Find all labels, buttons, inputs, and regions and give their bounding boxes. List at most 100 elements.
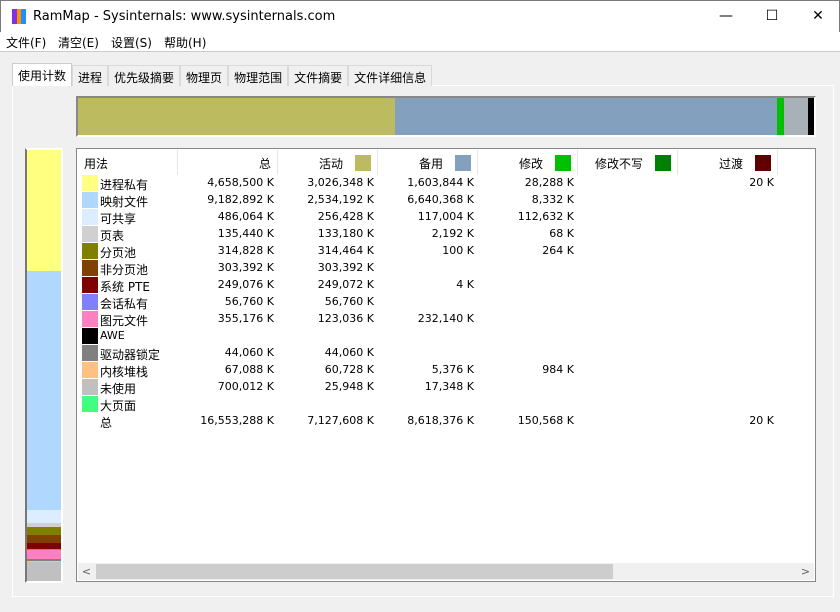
maximize-button[interactable]: ☐ <box>765 8 779 24</box>
table-row[interactable]: 未使用 700,012 K 25,948 K 17,348 K <box>77 379 817 396</box>
table-row[interactable]: 进程私有 4,658,500 K 3,026,348 K 1,603,844 K 28,… <box>77 175 817 192</box>
close-button[interactable]: ✕ <box>812 8 824 24</box>
color-swatch <box>82 243 98 259</box>
scroll-thumb[interactable] <box>96 564 613 579</box>
table-cell: 133,180 K <box>317 227 374 240</box>
row-label: 驱动器锁定 <box>100 348 161 362</box>
color-swatch <box>455 155 471 171</box>
table-cell: 249,072 K <box>317 278 374 291</box>
table-row[interactable]: 内核堆栈 67,088 K 60,728 K 5,376 K 984 K <box>77 362 817 379</box>
table-cell: 700,012 K <box>217 380 274 393</box>
bar-segment <box>27 534 61 543</box>
table-cell: 9,182,892 K <box>207 193 274 206</box>
bar-segment <box>27 150 61 272</box>
bar-segment <box>27 510 61 524</box>
table-cell: 3,026,348 K <box>307 176 374 189</box>
tab-file-summary[interactable]: 文件摘要 <box>288 65 349 86</box>
color-swatch <box>82 209 98 225</box>
minimize-button[interactable]: — <box>719 8 733 24</box>
table-cell: 249,076 K <box>217 278 274 291</box>
table-cell: 17,348 K <box>424 380 474 393</box>
color-swatch <box>655 155 671 171</box>
tab-use-counts[interactable]: 使用计数 <box>12 63 73 86</box>
table-cell: 28,288 K <box>524 176 574 189</box>
row-label: 会话私有 <box>100 297 149 311</box>
table-cell: 56,760 K <box>324 295 374 308</box>
menu-settings[interactable]: 设置(S) <box>111 36 152 50</box>
table-row[interactable]: 图元文件 355,176 K 123,036 K 232,140 K <box>77 311 817 328</box>
table-cell: 4,658,500 K <box>207 176 274 189</box>
table-row[interactable]: 系统 PTE 249,076 K 249,072 K 4 K <box>77 277 817 294</box>
column-header[interactable]: 过渡 <box>678 150 778 175</box>
bar-segment <box>27 542 61 550</box>
table-row[interactable]: 驱动器锁定 44,060 K 44,060 K <box>77 345 817 362</box>
column-header-label: 活动 <box>318 157 343 171</box>
column-header-label: 用法 <box>84 157 109 171</box>
column-header[interactable]: 修改 <box>478 150 578 175</box>
color-swatch <box>82 260 98 276</box>
tab-processes[interactable]: 进程 <box>72 65 109 86</box>
table-cell: 68 K <box>549 227 574 240</box>
table-row[interactable]: 分页池 314,828 K 314,464 K 100 K 264 K <box>77 243 817 260</box>
bar-segment <box>27 559 61 561</box>
menu-help[interactable]: 帮助(H) <box>164 36 207 50</box>
table-row[interactable]: 大页面 <box>77 396 817 413</box>
rammap-app-icon <box>12 9 27 24</box>
usage-table: < > 用法总活动 备用 修改 修改不写 过渡 进程私有 4,658,500 K 3,026,… <box>76 148 816 582</box>
table-row[interactable]: 可共享 486,064 K 256,428 K 117,004 K 112,632 K <box>77 209 817 226</box>
table-cell: 232,140 K <box>417 312 474 325</box>
color-swatch <box>555 155 571 171</box>
tab-physical-ranges[interactable]: 物理范围 <box>228 65 289 86</box>
tab-physical-pages[interactable]: 物理页 <box>180 65 229 86</box>
usage-bar <box>25 148 63 583</box>
bar-segment <box>78 98 395 135</box>
table-cell: 314,828 K <box>217 244 274 257</box>
column-header[interactable]: 活动 <box>278 150 378 175</box>
color-swatch <box>82 379 98 395</box>
color-swatch <box>355 155 371 171</box>
table-cell: 6,640,368 K <box>407 193 474 206</box>
table-cell: 264 K <box>542 244 574 257</box>
color-swatch <box>82 175 98 191</box>
column-header-label: 修改 <box>518 157 543 171</box>
table-row[interactable]: 页表 135,440 K 133,180 K 2,192 K 68 K <box>77 226 817 243</box>
scroll-right-icon[interactable]: > <box>800 565 811 578</box>
tab-priority-summary[interactable]: 优先级摘要 <box>108 65 181 86</box>
table-row[interactable]: 会话私有 56,760 K 56,760 K <box>77 294 817 311</box>
table-cell: 256,428 K <box>317 210 374 223</box>
column-header[interactable]: 备用 <box>378 150 478 175</box>
horizontal-scrollbar[interactable]: < > <box>78 563 814 580</box>
table-row[interactable]: 映射文件 9,182,892 K 2,534,192 K 6,640,368 K 8,3… <box>77 192 817 209</box>
bar-segment <box>27 549 61 551</box>
column-header[interactable]: 总 <box>178 150 278 175</box>
table-cell: 123,036 K <box>317 312 374 325</box>
table-cell: 112,632 K <box>517 210 574 223</box>
table-cell: 20 K <box>749 414 774 427</box>
row-label: 映射文件 <box>100 195 149 209</box>
color-swatch <box>82 226 98 242</box>
title-bar: RamMap - Sysinternals: www.sysinternals.… <box>0 0 840 32</box>
column-header[interactable]: 用法 <box>78 150 178 175</box>
bar-segment <box>27 550 61 560</box>
menu-empty[interactable]: 清空(E) <box>58 36 99 50</box>
table-cell: 5,376 K <box>431 363 474 376</box>
column-header-label: 总 <box>258 157 271 171</box>
table-row[interactable]: AWE <box>77 328 817 345</box>
row-label: 非分页池 <box>100 263 149 277</box>
column-header-label: 过渡 <box>718 157 743 171</box>
color-swatch <box>82 311 98 327</box>
color-swatch <box>82 192 98 208</box>
column-header[interactable]: 修改不写 <box>578 150 678 175</box>
table-cell: 8,618,376 K <box>407 414 474 427</box>
scroll-left-icon[interactable]: < <box>81 565 92 578</box>
table-cell: 100 K <box>442 244 474 257</box>
table-cell: 1,603,844 K <box>407 176 474 189</box>
table-row[interactable]: 非分页池 303,392 K 303,392 K <box>77 260 817 277</box>
bar-segment <box>27 271 61 511</box>
tab-file-details[interactable]: 文件详细信息 <box>348 65 433 86</box>
table-cell: 44,060 K <box>224 346 274 359</box>
column-header-label: 修改不写 <box>594 157 643 171</box>
table-row[interactable]: 总 16,553,288 K 7,127,608 K 8,618,376 K 150,5… <box>77 413 817 430</box>
menu-file[interactable]: 文件(F) <box>6 36 47 50</box>
bar-segment <box>394 98 778 135</box>
